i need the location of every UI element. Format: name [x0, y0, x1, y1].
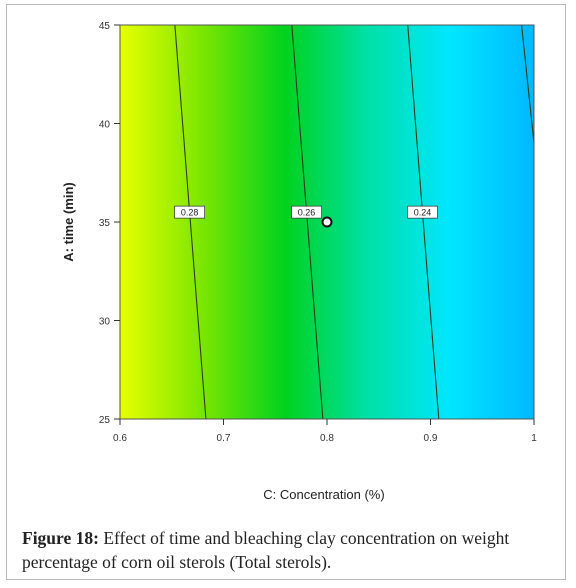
contour-line: [521, 24, 535, 144]
y-tick-label: 40: [99, 120, 111, 131]
contour-plot: 0.28 0.26 0.24 0.6 0.7 0.8 0.9 1 25 30 35 40 45 C: …: [61, 21, 537, 502]
contour-line: [174, 24, 207, 420]
contour-line: [291, 24, 324, 420]
figure-caption: Figure 18: Effect of time and bleaching …: [22, 526, 552, 574]
y-tick-label: 25: [99, 415, 111, 426]
caption-text: Effect of time and bleaching clay concen…: [22, 528, 510, 572]
contour-label-box: [407, 205, 438, 219]
y-tick-label: 45: [99, 21, 111, 32]
contour-label: 0.24: [414, 208, 432, 218]
y-tick-label: 35: [99, 218, 111, 229]
design-point-marker: [321, 216, 333, 228]
x-axis-title: C: Concentration (%): [263, 487, 384, 502]
x-tick-label: 0.7: [217, 433, 231, 444]
contour-label-box: [291, 205, 322, 219]
x-tick-label: 0.8: [320, 433, 334, 444]
contour-line: [407, 24, 440, 420]
x-tick-label: 0.9: [424, 433, 438, 444]
x-tick-label: 1: [531, 433, 537, 444]
contour-label-box: [174, 205, 206, 219]
contour-label: 0.28: [181, 208, 199, 218]
y-tick-label: 30: [99, 317, 111, 328]
contour-label: 0.26: [298, 208, 316, 218]
caption-label: Figure 18:: [22, 528, 99, 548]
x-tick-label: 0.6: [113, 433, 127, 444]
y-axis-title: A: time (min): [61, 182, 76, 261]
